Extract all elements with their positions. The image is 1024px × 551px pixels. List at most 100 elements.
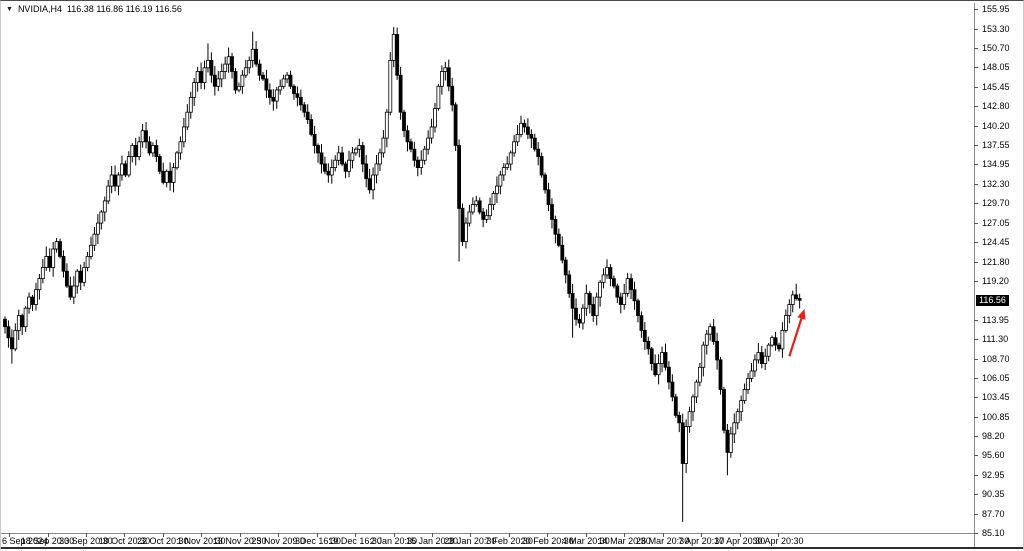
- candle-body: [367, 178, 372, 191]
- trend-arrow-line[interactable]: [788, 316, 804, 357]
- candle-body: [739, 400, 744, 413]
- candle-body: [6, 326, 11, 339]
- candle-body: [133, 145, 138, 158]
- price-axis-label: 87.70: [982, 508, 1005, 519]
- candle-body: [144, 130, 148, 143]
- time-axis-tick: [316, 533, 318, 537]
- price-axis-label: 103.45: [982, 392, 1010, 403]
- price-axis-tick: [974, 494, 978, 496]
- window-bottom-border: [1, 547, 1023, 549]
- candle-body: [415, 159, 420, 168]
- candle-body: [298, 97, 303, 106]
- candle-body: [175, 152, 179, 169]
- candle-body: [433, 108, 437, 128]
- candle-body: [612, 278, 616, 287]
- candle-body: [443, 67, 448, 72]
- candle-body: [350, 152, 355, 161]
- candle-body: [618, 296, 623, 305]
- candle-body: [157, 156, 162, 172]
- current-price-tag: 116.56: [976, 294, 1009, 306]
- candle-body: [780, 329, 785, 350]
- candle-body: [560, 244, 565, 261]
- candle-body: [199, 71, 204, 84]
- candle-body: [680, 422, 685, 464]
- candle-body: [784, 315, 788, 331]
- candle-body: [347, 159, 351, 172]
- candle-body: [591, 304, 596, 317]
- candle-body: [605, 267, 609, 276]
- candle-body: [312, 133, 317, 146]
- price-axis-label: 111.30: [982, 334, 1009, 345]
- time-axis-tick: [239, 533, 241, 537]
- candle-body: [302, 104, 307, 113]
- candle-body: [501, 167, 506, 176]
- candle-body: [82, 267, 86, 283]
- candle-body: [429, 126, 434, 139]
- candle-body: [281, 78, 286, 87]
- candle-body: [519, 122, 523, 135]
- candle-body: [636, 300, 640, 316]
- price-axis-label: 119.20: [982, 275, 1009, 286]
- candle-body: [581, 307, 585, 324]
- price-axis-label: 98.20: [982, 431, 1005, 442]
- candle-body: [691, 396, 695, 413]
- candle-body: [574, 307, 578, 320]
- candle-body: [27, 296, 32, 309]
- candle-body: [102, 200, 107, 213]
- candle-body: [773, 337, 778, 346]
- candle-body: [329, 167, 334, 176]
- candle-body: [405, 130, 410, 143]
- candle-body: [333, 159, 338, 168]
- candle-body: [171, 167, 176, 183]
- candle-body: [777, 344, 781, 350]
- candle-body: [16, 315, 21, 331]
- candle-body: [316, 145, 320, 154]
- candle-body: [481, 211, 486, 220]
- candle-body: [656, 363, 661, 376]
- candle-body: [188, 97, 193, 113]
- price-axis-line: [974, 3, 975, 548]
- candle-body: [701, 344, 706, 368]
- candle-body: [746, 377, 750, 390]
- candle-body: [9, 337, 14, 350]
- candle-body: [660, 352, 664, 365]
- price-axis-label: 121.80: [982, 256, 1010, 267]
- time-axis-tick: [47, 533, 49, 537]
- one-click-trading-arrow-icon[interactable]: ▼: [6, 5, 13, 13]
- trend-arrow-head[interactable]: [797, 308, 806, 320]
- time-axis-tick: [9, 533, 10, 537]
- candle-body: [625, 278, 630, 294]
- candle-body: [68, 285, 73, 298]
- candle-body: [319, 152, 324, 165]
- time-axis-label: 30 Apr 20:30: [752, 536, 804, 546]
- candle-body: [494, 185, 499, 194]
- candle-body: [357, 145, 362, 150]
- candle-body: [419, 159, 424, 168]
- candle-body: [181, 126, 186, 143]
- candle-body: [398, 74, 403, 113]
- time-axis-label: 14 Mar 20:30: [597, 536, 651, 546]
- candle-body: [422, 148, 427, 161]
- time-axis-line: [1, 533, 974, 534]
- time-axis-tick: [85, 533, 87, 537]
- candle-body: [532, 137, 537, 150]
- price-axis-label: 134.95: [982, 159, 1010, 170]
- price-axis-label: 90.35: [982, 489, 1005, 500]
- candle-body: [587, 292, 592, 305]
- candle-body: [254, 48, 259, 65]
- candle-body: [426, 137, 431, 150]
- candle-body: [285, 74, 290, 80]
- candle-body: [243, 67, 248, 76]
- price-axis-label: 140.20: [982, 120, 1010, 131]
- candle-body: [766, 344, 771, 357]
- price-axis-label: 92.95: [982, 469, 1005, 480]
- price-axis-tick: [974, 280, 978, 282]
- candle-body: [47, 255, 52, 268]
- candle-body: [168, 170, 173, 183]
- price-axis-tick: [974, 378, 978, 380]
- candle-body: [230, 56, 234, 72]
- candle-body: [40, 267, 45, 280]
- candle-body: [61, 255, 66, 272]
- time-axis-label: 4 Mar 20:30: [561, 536, 610, 546]
